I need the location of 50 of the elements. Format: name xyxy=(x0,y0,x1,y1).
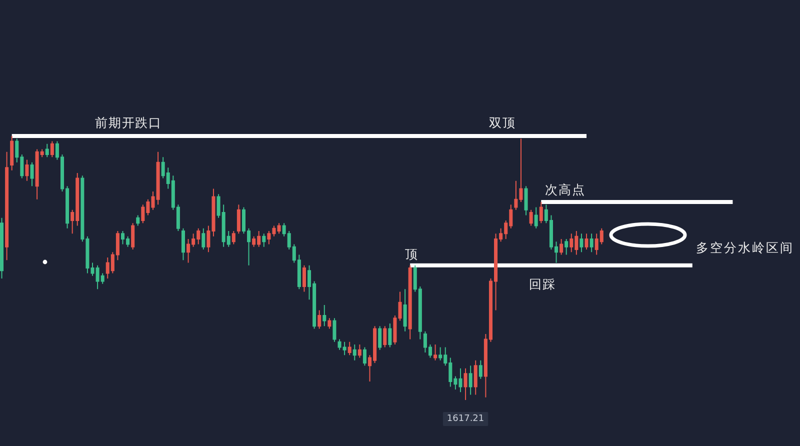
candlestick xyxy=(478,360,482,380)
annotation: 1617.21 xyxy=(446,414,484,424)
annotation: 回踩 xyxy=(529,277,556,292)
candlestick xyxy=(232,230,236,245)
candlestick xyxy=(524,186,528,216)
candlestick xyxy=(388,322,392,348)
candlestick xyxy=(534,206,538,229)
candlestick xyxy=(560,238,564,256)
annotation: 双顶 xyxy=(489,116,516,130)
candlestick xyxy=(468,365,472,396)
candlestick xyxy=(202,228,206,250)
candlestick xyxy=(322,304,326,327)
candlestick xyxy=(584,233,588,250)
annotation: 顶 xyxy=(405,247,418,262)
candlestick xyxy=(564,238,568,256)
annotation: 次高点 xyxy=(545,182,586,197)
candlestick xyxy=(590,233,594,253)
candlestick xyxy=(318,310,322,330)
candlestick xyxy=(25,159,29,182)
candlestick xyxy=(328,318,332,330)
annotation: 多空分水岭区间 xyxy=(696,241,794,255)
candlestick xyxy=(403,288,407,332)
candlestick xyxy=(580,233,584,253)
candlestick xyxy=(434,344,438,361)
candlestick xyxy=(5,151,9,261)
candlestick xyxy=(45,143,49,158)
candlestick xyxy=(464,368,468,400)
candlestick xyxy=(50,140,54,158)
candlestick xyxy=(131,222,135,250)
candlestick xyxy=(332,318,336,342)
candlestick xyxy=(236,204,240,234)
candlestick xyxy=(474,360,478,396)
candlestick xyxy=(302,264,306,292)
candlestick xyxy=(348,341,352,356)
candlestick xyxy=(277,222,281,234)
candlestick xyxy=(383,326,387,348)
candlestick xyxy=(539,202,543,224)
candlestick xyxy=(352,344,356,361)
candlestick xyxy=(529,209,533,226)
candlestick xyxy=(0,217,4,280)
annotation: 前期开跌口 xyxy=(95,116,162,130)
candlestick xyxy=(136,214,140,226)
candlestick xyxy=(362,346,366,366)
candlestick xyxy=(10,136,14,171)
candlestick xyxy=(30,162,34,187)
candlestick xyxy=(262,233,266,248)
candlestick xyxy=(378,326,382,350)
candlestick xyxy=(408,264,412,340)
candlestick xyxy=(181,228,186,261)
candlestick xyxy=(358,344,362,358)
